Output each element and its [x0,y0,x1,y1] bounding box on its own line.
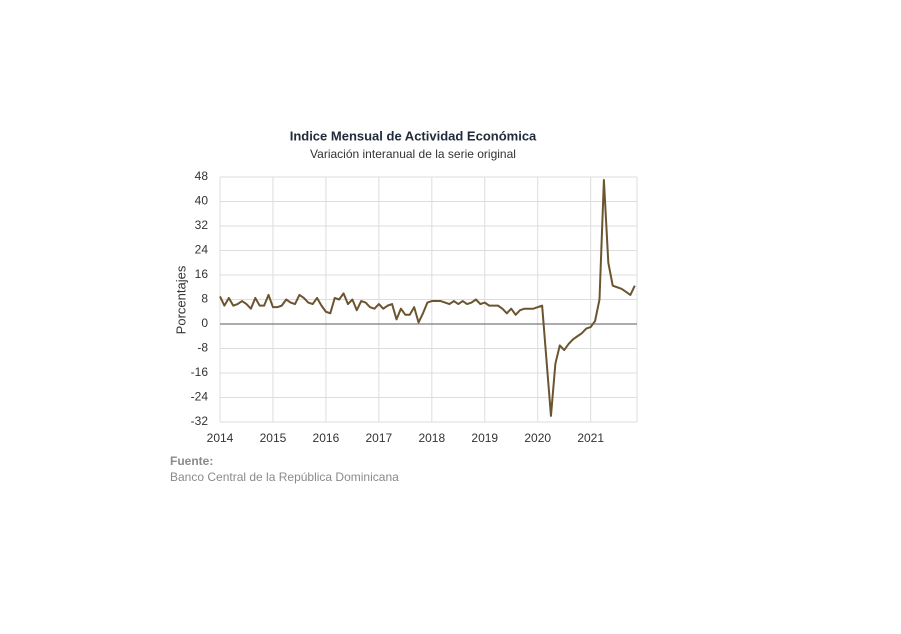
y-axis-label: Porcentajes [173,265,188,334]
y-tick-label: -16 [191,365,209,379]
y-tick-label: 0 [201,316,208,330]
chart-subtitle: Variación interanual de la serie origina… [310,147,516,161]
x-tick-label: 2021 [577,431,604,445]
x-tick-label: 2018 [418,431,445,445]
y-tick-label: 24 [195,243,209,257]
y-tick-label: 48 [195,169,209,183]
y-tick-label: 16 [195,267,209,281]
y-tick-label: 8 [201,292,208,306]
y-tick-label: -32 [191,414,209,428]
data-line [219,179,636,417]
y-tick-label: -24 [191,390,209,404]
x-tick-label: 2015 [260,431,287,445]
x-tick-label: 2019 [471,431,498,445]
y-tick-label: -8 [197,341,208,355]
chart-title: Indice Mensual de Actividad Económica [290,128,537,143]
x-tick-label: 2016 [313,431,340,445]
x-tick-label: 2014 [207,431,234,445]
source: Banco Central de la República Dominicana [170,470,399,484]
y-tick-label: 32 [195,218,209,232]
y-tick-label: 40 [195,194,209,208]
x-tick-label: 2020 [524,431,551,445]
source-label: Fuente: [170,454,213,468]
x-tick-label: 2017 [366,431,393,445]
